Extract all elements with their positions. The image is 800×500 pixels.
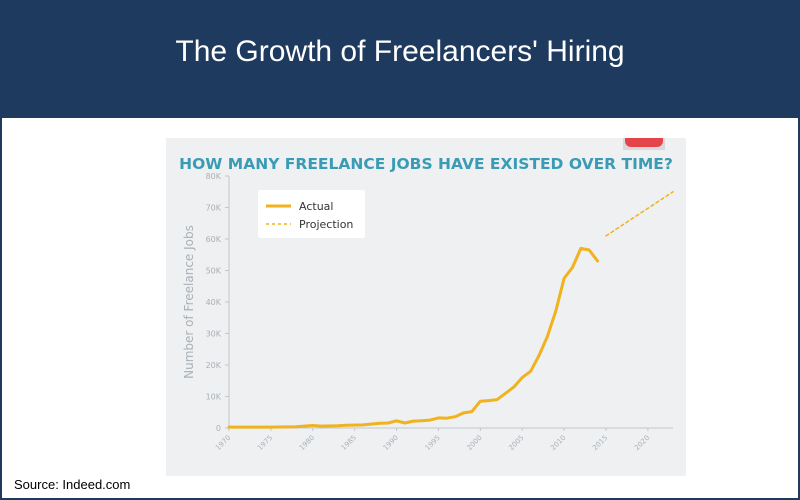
- legend-label-actual: Actual: [299, 200, 333, 213]
- y-tick-label: 40K: [206, 298, 222, 307]
- source-note: Source: Indeed.com: [14, 477, 131, 492]
- legend-label-projection: Projection: [299, 218, 353, 231]
- y-tick-label: 30K: [206, 330, 222, 339]
- series-line-projection: [605, 191, 674, 237]
- chart-title: HOW MANY FREELANCE JOBS HAVE EXISTED OVE…: [179, 155, 673, 173]
- y-tick-label: 60K: [206, 235, 222, 244]
- x-tick-label: 1970: [214, 434, 232, 452]
- x-tick-label: 1990: [382, 434, 400, 452]
- x-tick-label: 1980: [298, 434, 316, 452]
- y-axis-title: Number of Freelance Jobs: [182, 225, 196, 379]
- line-chart: HOW MANY FREELANCE JOBS HAVE EXISTED OVE…: [179, 155, 674, 452]
- x-tick-label: 1985: [340, 434, 358, 452]
- badge-red-icon: [625, 138, 663, 147]
- x-tick-label: 2000: [465, 434, 483, 452]
- x-tick-label: 2010: [549, 434, 567, 452]
- x-tick-label: 2020: [633, 434, 651, 452]
- y-tick-label: 20K: [206, 361, 222, 370]
- y-tick-label: 50K: [206, 267, 222, 276]
- slide-title: The Growth of Freelancers' Hiring: [175, 35, 625, 68]
- y-tick-label: 70K: [206, 204, 222, 213]
- series-line-actual: [227, 246, 600, 429]
- legend-box: [258, 190, 365, 238]
- x-tick-label: 1995: [424, 434, 442, 452]
- y-tick-label: 10K: [206, 393, 222, 402]
- slide-header: The Growth of Freelancers' Hiring: [2, 2, 798, 118]
- y-tick-label: 0: [216, 424, 221, 433]
- x-tick-label: 2015: [591, 434, 609, 452]
- y-tick-label: 80K: [206, 172, 222, 181]
- x-tick-label: 2005: [507, 434, 525, 452]
- x-tick-label: 1975: [256, 434, 274, 452]
- chart-panel: HOW MANY FREELANCE JOBS HAVE EXISTED OVE…: [166, 138, 686, 476]
